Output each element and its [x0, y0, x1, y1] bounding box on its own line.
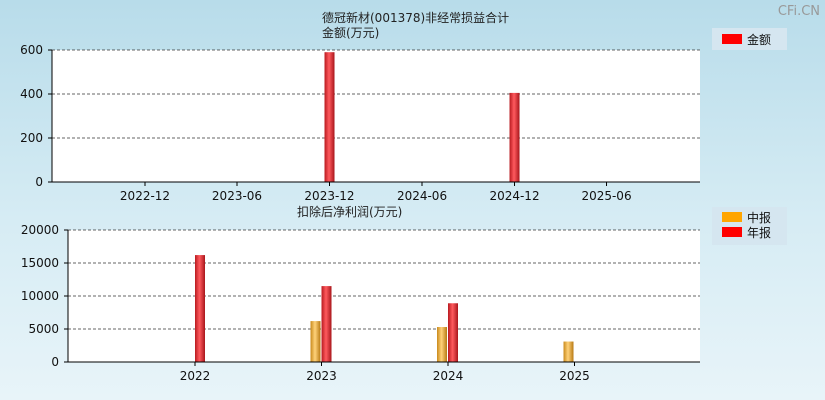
chart-top-grid	[52, 49, 700, 139]
x-tick-label: 2023-06	[212, 189, 262, 203]
bar-annual-2024	[448, 303, 458, 362]
chart-bottom: 扣除后净利润(万元) 0 5000 10000 15000 20000 2022 2023…	[21, 204, 787, 383]
chart-top-title: 德冠新材(001378)非经常损益合计	[322, 10, 509, 25]
y-tick-label: 0	[35, 175, 43, 189]
legend-swatch-annual	[722, 227, 742, 237]
y-tick-label: 400	[20, 87, 43, 101]
x-tick-label: 2023	[306, 369, 337, 383]
bar-interim-2024	[437, 327, 447, 362]
legend-label-amount: 金额	[747, 32, 771, 47]
chart-bottom-legend: 中报 年报	[712, 207, 787, 245]
x-tick-label: 2024-12	[489, 189, 539, 203]
y-tick-label: 0	[51, 355, 59, 369]
chart-top: 德冠新材(001378)非经常损益合计 金额(万元) 0 200 400 600 20…	[20, 10, 787, 203]
y-tick-label: 600	[20, 43, 43, 57]
chart-bottom-bars	[195, 255, 574, 362]
chart-top-plot-area	[52, 50, 700, 182]
watermark: CFi.CN	[778, 4, 820, 19]
chart-top-bars	[324, 52, 520, 183]
y-tick-label: 200	[20, 131, 43, 145]
chart-top-x-ticks: 2022-12 2023-06 2023-12 2024-06 2024-12 2025-…	[120, 182, 632, 203]
bar-interim-2023	[310, 321, 321, 362]
bar-amount-2023-12	[324, 52, 335, 183]
chart-bottom-x-ticks: 2022 2023 2024 2025	[180, 362, 590, 383]
chart-bottom-y-ticks: 0 5000 10000 15000 20000	[21, 223, 68, 369]
legend-swatch-interim	[722, 212, 742, 222]
x-tick-label: 2025-06	[581, 189, 631, 203]
chart-bottom-grid	[68, 229, 700, 330]
bar-annual-2023	[321, 286, 332, 362]
chart-top-legend-box	[712, 28, 787, 50]
chart-top-y-ticks: 0 200 400 600	[20, 43, 52, 189]
chart-bottom-title: 扣除后净利润(万元)	[297, 204, 402, 219]
y-tick-label: 20000	[21, 223, 59, 237]
bar-amount-2024-12	[509, 92, 520, 182]
x-tick-label: 2022	[180, 369, 211, 383]
bar-interim-2025	[563, 341, 574, 362]
bar-annual-2022	[195, 255, 205, 362]
x-tick-label: 2024	[433, 369, 464, 383]
legend-label-interim: 中报	[747, 210, 771, 225]
y-tick-label: 10000	[21, 289, 59, 303]
y-tick-label: 15000	[21, 256, 59, 270]
x-tick-label: 2025	[559, 369, 590, 383]
y-tick-label: 5000	[28, 322, 59, 336]
x-tick-label: 2022-12	[120, 189, 170, 203]
legend-swatch-amount	[722, 34, 742, 44]
chart-top-legend: 金额	[712, 28, 787, 50]
chart-top-subtitle: 金额(万元)	[322, 25, 379, 40]
legend-label-annual: 年报	[747, 225, 771, 240]
x-tick-label: 2023-12	[304, 189, 354, 203]
x-tick-label: 2024-06	[397, 189, 447, 203]
